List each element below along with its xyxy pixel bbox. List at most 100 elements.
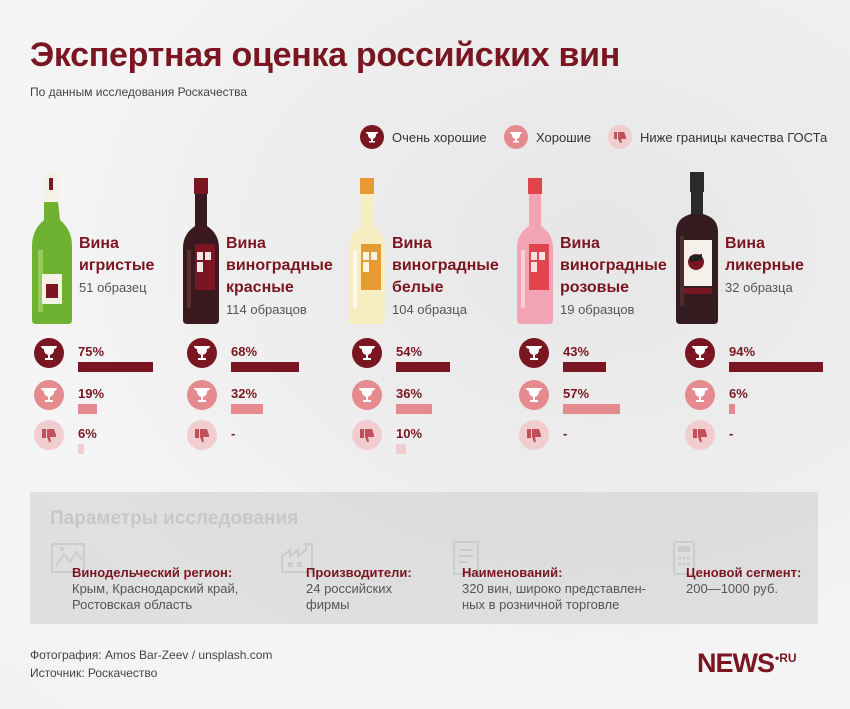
value-label: - [231,426,236,441]
news-ru-logo: NEWS•RU [697,648,797,679]
cup-icon [34,380,64,410]
legend-label-very-good: Очень хорошие [392,129,487,145]
category-name: Вина виноградные красные [226,233,366,299]
category-name: Вина игристые [79,233,219,277]
legend: Очень хорошие Хорошие Ниже границы качес… [0,125,850,149]
value-label: - [563,426,568,441]
cup-icon [504,125,528,149]
value-label: 94% [729,344,756,359]
bar [729,362,823,372]
document-icon [453,541,479,575]
category-name-line: ликерные [725,257,804,274]
value-label: 68% [231,344,258,359]
sparkling-wine-bottle [32,172,72,324]
value-label: 54% [396,344,423,359]
category-name: Вина ликерные [725,233,850,277]
legend-item-very-good: Очень хорошие [360,125,487,149]
map-icon [51,543,85,573]
category-name-line: игристые [79,257,155,274]
factory-icon [281,543,313,573]
category-name: Вина виноградные розовые [560,233,700,299]
bar [396,362,450,372]
category-name-line: красные [226,279,294,296]
cup-icon [352,380,382,410]
param-value-region: Крым, Краснодарский край, Ростовская обл… [72,581,239,612]
thumbs-down-icon [608,125,632,149]
legend-label-good: Хорошие [536,129,592,145]
category-name-line: Вина [226,235,266,252]
value-label: 19% [78,386,105,401]
bar [231,404,263,414]
value-label: - [729,426,734,441]
category-name-line: розовые [560,279,630,296]
category-count: 51 образец [79,280,147,295]
rose-wine-bottle [517,178,553,324]
red-wine-bottle [183,178,219,324]
liqueur-bottle [676,172,718,324]
params-title: Параметры исследования [50,508,299,529]
thumbs-down-icon [352,420,382,450]
value-label: 6% [729,386,748,401]
value-label: 36% [396,386,423,401]
bar [563,362,606,372]
value-label: 10% [396,426,423,441]
param-value-names: 320 вин, широко представлен- ных в розни… [462,581,646,612]
category-count: 104 образца [392,302,467,317]
source-credit: Источник: Роскачество [30,666,158,680]
thumbs-down-icon [187,420,217,450]
logo-main: NEWS [697,648,775,678]
bar [78,404,97,414]
trophy-icon [685,338,715,368]
category-name-line: Вина [79,235,119,252]
bar [563,404,620,414]
cup-icon [685,380,715,410]
param-label-producers: Производители: [306,565,412,580]
param-value-price: 200—1000 руб. [686,581,779,596]
trophy-icon [187,338,217,368]
param-label-names: Наименований: [462,565,563,580]
logo-sup: •RU [775,651,797,665]
trophy-icon [352,338,382,368]
param-label-region: Винодельческий регион: [72,565,233,580]
value-label: 43% [563,344,590,359]
category-name-line: Вина [392,235,432,252]
category-count: 19 образцов [560,302,635,317]
value-label: 6% [78,426,97,441]
legend-item-good: Хорошие [504,125,591,149]
page-title: Экспертная оценка российских вин [30,36,620,74]
category-count: 114 образцов [226,302,307,317]
white-wine-bottle [349,178,385,324]
category-name-line: виноградные [560,257,667,274]
thumbs-down-icon [519,420,549,450]
thumbs-down-icon [34,420,64,450]
thumbs-down-icon [685,420,715,450]
category-name-line: виноградные [226,257,333,274]
cup-icon [187,380,217,410]
trophy-icon [360,125,384,149]
param-value-producers: 24 российских фирмы [306,581,393,612]
value-label: 32% [231,386,258,401]
trophy-icon [519,338,549,368]
bar [729,404,735,414]
cup-icon [519,380,549,410]
category-name-line: Вина [560,235,600,252]
value-label: 57% [563,386,590,401]
param-label-price: Ценовой сегмент: [686,565,802,580]
legend-label-below-gost: Ниже границы качества ГОСТа [640,129,828,145]
bar [396,444,406,454]
page-subtitle: По данным исследования Роскачества [30,85,248,99]
research-params-panel: Параметры исследования Винодельческий ре… [30,492,818,624]
legend-item-below-gost: Ниже границы качества ГОСТа [608,125,827,149]
category-name-line: белые [392,279,444,296]
category-name-line: Вина [725,235,765,252]
bar [231,362,299,372]
category-name-line: виноградные [392,257,499,274]
category-name: Вина виноградные белые [392,233,532,299]
category-count: 32 образца [725,280,793,295]
bar [78,444,84,454]
photo-credit: Фотография: Amos Bar-Zeev / unsplash.com [30,648,273,662]
value-label: 75% [78,344,105,359]
trophy-icon [34,338,64,368]
bar [396,404,432,414]
bar [78,362,153,372]
